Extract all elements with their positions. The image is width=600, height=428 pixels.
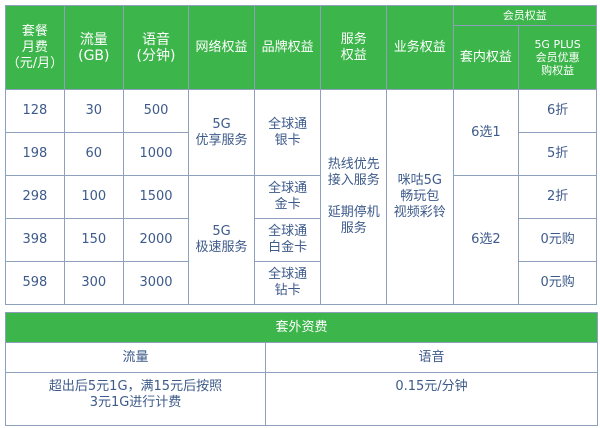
voice-cell: 1500 bbox=[122, 175, 190, 219]
extra-voice-label: 语音 bbox=[264, 342, 599, 373]
data-cell: 150 bbox=[63, 218, 124, 262]
header-price: 套餐 月费 （元/月） bbox=[5, 5, 65, 90]
plus-cell: 5折 bbox=[518, 132, 597, 176]
brand-cell: 全球通 钻卡 bbox=[253, 261, 322, 305]
voice-cell: 3000 bbox=[122, 261, 190, 305]
price-cell: 128 bbox=[5, 89, 65, 133]
network-cell: 5G 优享服务 bbox=[188, 89, 255, 176]
plus-cell: 2折 bbox=[518, 175, 597, 219]
table-row: 198 60 1000 5折 bbox=[5, 132, 597, 176]
header-member-plus: 5G PLUS 会员优惠 购权益 bbox=[518, 25, 597, 90]
data-cell: 300 bbox=[63, 261, 124, 305]
network-cell: 5G 极速服务 bbox=[188, 175, 255, 305]
plus-cell: 0元购 bbox=[518, 218, 597, 262]
business-cell: 咪咕5G 畅玩包 视频彩铃 bbox=[385, 89, 454, 305]
header-brand: 品牌权益 bbox=[253, 5, 322, 90]
data-cell: 30 bbox=[63, 89, 124, 133]
header-business: 业务权益 bbox=[385, 5, 454, 90]
header-member-in: 套内权益 bbox=[452, 25, 520, 90]
voice-cell: 1000 bbox=[122, 132, 190, 176]
service-cell: 热线优先 接入服务 延期停机 服务 bbox=[320, 89, 387, 305]
header-voice: 语音 (分钟) bbox=[122, 5, 190, 90]
extra-data-label: 流量 bbox=[5, 342, 266, 373]
extra-fee-table: 套外资费 流量 语音 超出后5元1G，满15元后按照 3元1G进行计费 0.15… bbox=[4, 312, 599, 426]
price-cell: 398 bbox=[5, 218, 65, 262]
plus-cell: 6折 bbox=[518, 89, 597, 133]
header-member: 会员权益 bbox=[452, 5, 598, 26]
extra-data-value: 超出后5元1G，满15元后按照 3元1G进行计费 bbox=[5, 372, 266, 426]
plan-table: 套餐 月费 （元/月） 流量 (GB) 语音 (分钟) 网络权益 品牌权益 服务… bbox=[5, 5, 598, 305]
voice-cell: 500 bbox=[122, 89, 190, 133]
member-in-cell: 6选1 bbox=[452, 89, 520, 176]
data-cell: 100 bbox=[63, 175, 124, 219]
table-row: 298 100 1500 5G 极速服务 全球通 金卡 6选2 2折 bbox=[5, 175, 597, 305]
member-in-cell: 6选2 bbox=[452, 175, 520, 305]
brand-cell: 全球通 白金卡 bbox=[253, 218, 322, 262]
header-network: 网络权益 bbox=[188, 5, 255, 90]
price-cell: 198 bbox=[5, 132, 65, 176]
price-cell: 298 bbox=[5, 175, 65, 219]
data-cell: 60 bbox=[63, 132, 124, 176]
table-row: 128 30 500 5G 优享服务 全球通 银卡 热线优先 接入服务 延期停机… bbox=[5, 89, 597, 305]
brand-cell: 全球通 银卡 bbox=[253, 89, 322, 176]
plus-cell: 0元购 bbox=[518, 261, 597, 305]
voice-cell: 2000 bbox=[122, 218, 190, 262]
extra-voice-value: 0.15元/分钟 bbox=[264, 372, 599, 426]
header-service: 服务 权益 bbox=[320, 5, 387, 90]
table-row: 598 300 3000 全球通 钻卡 0元购 bbox=[5, 261, 597, 305]
brand-cell: 全球通 金卡 bbox=[253, 175, 322, 219]
extra-title: 套外资费 bbox=[4, 312, 599, 343]
header-data: 流量 (GB) bbox=[63, 5, 124, 90]
price-cell: 598 bbox=[5, 261, 65, 305]
